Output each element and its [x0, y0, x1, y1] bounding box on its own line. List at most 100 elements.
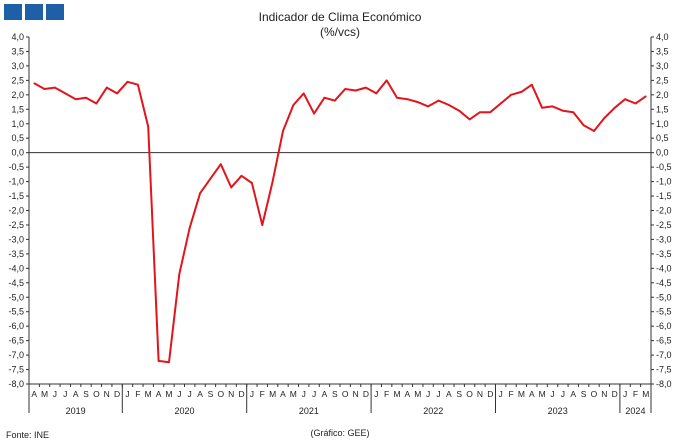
data-point [385, 79, 388, 82]
y-tick-label-left: -1,0 [8, 177, 24, 187]
y-tick-label-left: -2,5 [8, 220, 24, 230]
y-tick-label-right: -1,5 [656, 191, 672, 201]
y-tick-label-left: -1,5 [8, 191, 24, 201]
x-month-label: S [581, 389, 587, 399]
x-month-label: M [145, 389, 152, 399]
x-month-label: M [41, 389, 48, 399]
y-tick-label-right: -4,0 [656, 263, 672, 273]
x-month-label: O [591, 389, 598, 399]
data-point [634, 102, 637, 105]
x-month-label: M [165, 389, 172, 399]
data-point [116, 92, 118, 95]
data-point [479, 111, 481, 113]
x-month-label: D [487, 389, 493, 399]
data-point [64, 92, 67, 95]
x-year-label: 2024 [625, 406, 645, 416]
axes [26, 36, 654, 413]
logo [4, 4, 64, 20]
x-month-label: M [393, 389, 400, 399]
y-tick-label-right: -7,5 [656, 365, 672, 375]
data-point [188, 227, 191, 229]
x-month-label: S [208, 389, 214, 399]
data-point [448, 104, 450, 106]
data-point [251, 182, 253, 184]
x-month-label: O [217, 389, 224, 399]
data-point [603, 117, 606, 119]
x-month-label: D [238, 389, 244, 399]
x-month-label: F [260, 389, 265, 399]
data-point [282, 130, 284, 132]
data-point [520, 91, 523, 93]
data-point [33, 82, 35, 85]
y-tick-label-right: -4,5 [656, 278, 672, 288]
y-tick-label-left: -4,5 [8, 278, 24, 288]
y-tick-label-left: -6,5 [8, 336, 24, 346]
x-month-label: M [518, 389, 525, 399]
data-point [199, 192, 201, 194]
x-month-label: F [508, 389, 513, 399]
x-month-label: J [250, 389, 254, 399]
data-point [209, 177, 212, 180]
y-tick-label-left: -5,5 [8, 307, 24, 317]
data-point [240, 175, 243, 177]
y-tick-label-left: -2,0 [8, 206, 24, 216]
y-tick-label-left: -6,0 [8, 321, 24, 331]
x-month-label: F [384, 389, 389, 399]
y-tick-label-right: -3,5 [656, 249, 672, 259]
data-point [375, 92, 378, 95]
y-tick-label-right: -6,5 [656, 336, 672, 346]
y-tick-label-left: 2,0 [11, 90, 24, 100]
x-month-label: J [177, 389, 181, 399]
y-tick-label-left: -8,0 [8, 379, 24, 389]
y-tick-label-right: -2,0 [656, 206, 672, 216]
data-point [292, 104, 295, 106]
credit-note: (Gráfico: GEE) [310, 428, 370, 438]
data-point [334, 99, 336, 102]
x-year-label: 2021 [299, 406, 319, 416]
x-month-label: N [477, 389, 483, 399]
x-month-label: N [228, 389, 234, 399]
y-tick-label-right: -2,5 [656, 220, 672, 230]
data-point [437, 99, 440, 102]
data-point [302, 92, 305, 95]
x-month-label: J [561, 389, 565, 399]
y-tick-label-left: 1,5 [11, 104, 24, 114]
x-year-label: 2019 [66, 406, 86, 416]
data-point [54, 86, 56, 89]
x-month-label: S [332, 389, 338, 399]
logo-block [46, 4, 64, 20]
logo-block [25, 4, 43, 20]
x-month-label: J [302, 389, 306, 399]
data-point [105, 86, 108, 89]
y-tick-label-right: 3,0 [656, 61, 669, 71]
y-tick-label-left: 4,0 [11, 32, 24, 42]
x-year-label: 2023 [548, 406, 568, 416]
x-month-label: S [456, 389, 462, 399]
x-month-label: D [114, 389, 120, 399]
x-month-label: F [135, 389, 140, 399]
x-month-label: J [312, 389, 316, 399]
y-tick-label-right: 2,5 [656, 75, 669, 85]
y-tick-label-left: -7,0 [8, 350, 24, 360]
data-point [271, 180, 274, 183]
data-point [541, 107, 543, 109]
x-month-label: J [550, 389, 554, 399]
data-point [126, 81, 129, 83]
x-month-label: J [499, 389, 503, 399]
data-point [530, 83, 533, 86]
y-tick-label-right: 0,0 [656, 148, 669, 158]
y-tick-label-left: -5,0 [8, 292, 24, 302]
x-month-label: O [466, 389, 473, 399]
data-point [396, 96, 398, 99]
y-tick-label-left: -4,0 [8, 263, 24, 273]
chart-subtitle: (%/vcs) [320, 25, 360, 39]
x-month-label: J [188, 389, 192, 399]
data-point [157, 360, 160, 362]
y-tick-label-left: -0,5 [8, 162, 24, 172]
data-point [230, 186, 232, 189]
data-point [313, 112, 315, 115]
x-month-label: A [280, 389, 286, 399]
data-point [551, 105, 554, 108]
